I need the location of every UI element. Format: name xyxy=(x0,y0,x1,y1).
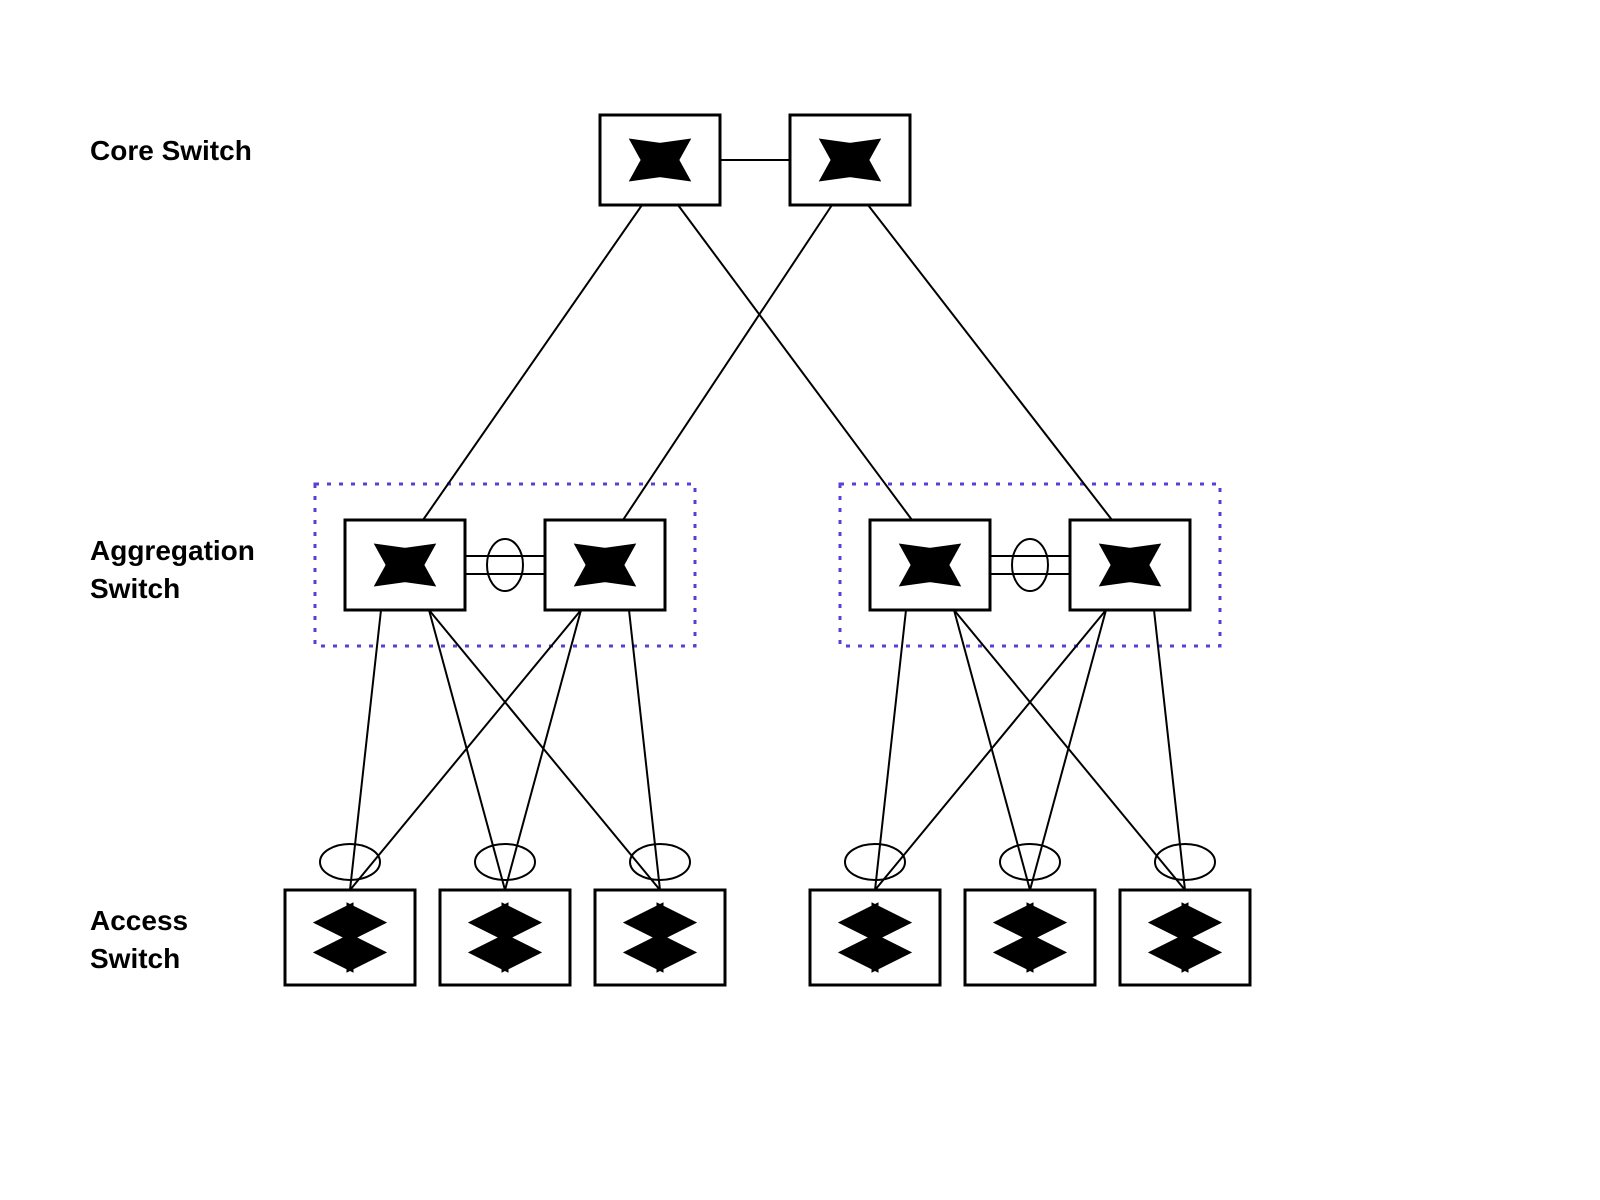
edge xyxy=(875,610,1106,890)
edge xyxy=(954,610,1030,890)
edge xyxy=(350,610,381,890)
agg-switch-node xyxy=(870,520,990,610)
access-switch-node xyxy=(965,890,1095,985)
network-diagram: Core Switch Aggregation Switch Access Switch xyxy=(0,0,1600,1200)
access-switch-node xyxy=(285,890,415,985)
edge xyxy=(1154,610,1185,890)
nodes xyxy=(285,115,1250,985)
access-switch-node xyxy=(595,890,725,985)
edge xyxy=(868,205,1112,520)
edge xyxy=(429,610,660,890)
edge xyxy=(350,610,581,890)
tier-label-core: Core Switch xyxy=(90,135,252,166)
edge xyxy=(1030,610,1106,890)
edges xyxy=(350,160,1185,890)
core-switch-node xyxy=(600,115,720,205)
edge xyxy=(505,610,581,890)
access-switch-node xyxy=(1120,890,1250,985)
link-bundle-icon xyxy=(1155,844,1215,880)
link-bundle-icon xyxy=(1012,539,1048,591)
edge xyxy=(423,205,642,520)
link-bundle-icon xyxy=(487,539,523,591)
access-switch-node xyxy=(440,890,570,985)
edge xyxy=(954,610,1185,890)
edge xyxy=(429,610,505,890)
access-switch-node xyxy=(810,890,940,985)
link-bundle-icon xyxy=(630,844,690,880)
agg-switch-node xyxy=(545,520,665,610)
link-bundle-icon xyxy=(845,844,905,880)
agg-switch-node xyxy=(345,520,465,610)
tier-label-access: Switch xyxy=(90,943,180,974)
edge xyxy=(875,610,906,890)
edge xyxy=(678,205,912,520)
tier-label-aggregation: Aggregation xyxy=(90,535,255,566)
edge xyxy=(629,610,660,890)
tier-label-access: Access xyxy=(90,905,188,936)
link-bundle-icon xyxy=(1000,844,1060,880)
link-bundle-icon xyxy=(475,844,535,880)
core-switch-node xyxy=(790,115,910,205)
link-bundle-icon xyxy=(320,844,380,880)
tier-label-aggregation: Switch xyxy=(90,573,180,604)
agg-switch-node xyxy=(1070,520,1190,610)
tier-labels: Core Switch Aggregation Switch Access Switch xyxy=(90,135,255,974)
edge xyxy=(623,205,832,520)
